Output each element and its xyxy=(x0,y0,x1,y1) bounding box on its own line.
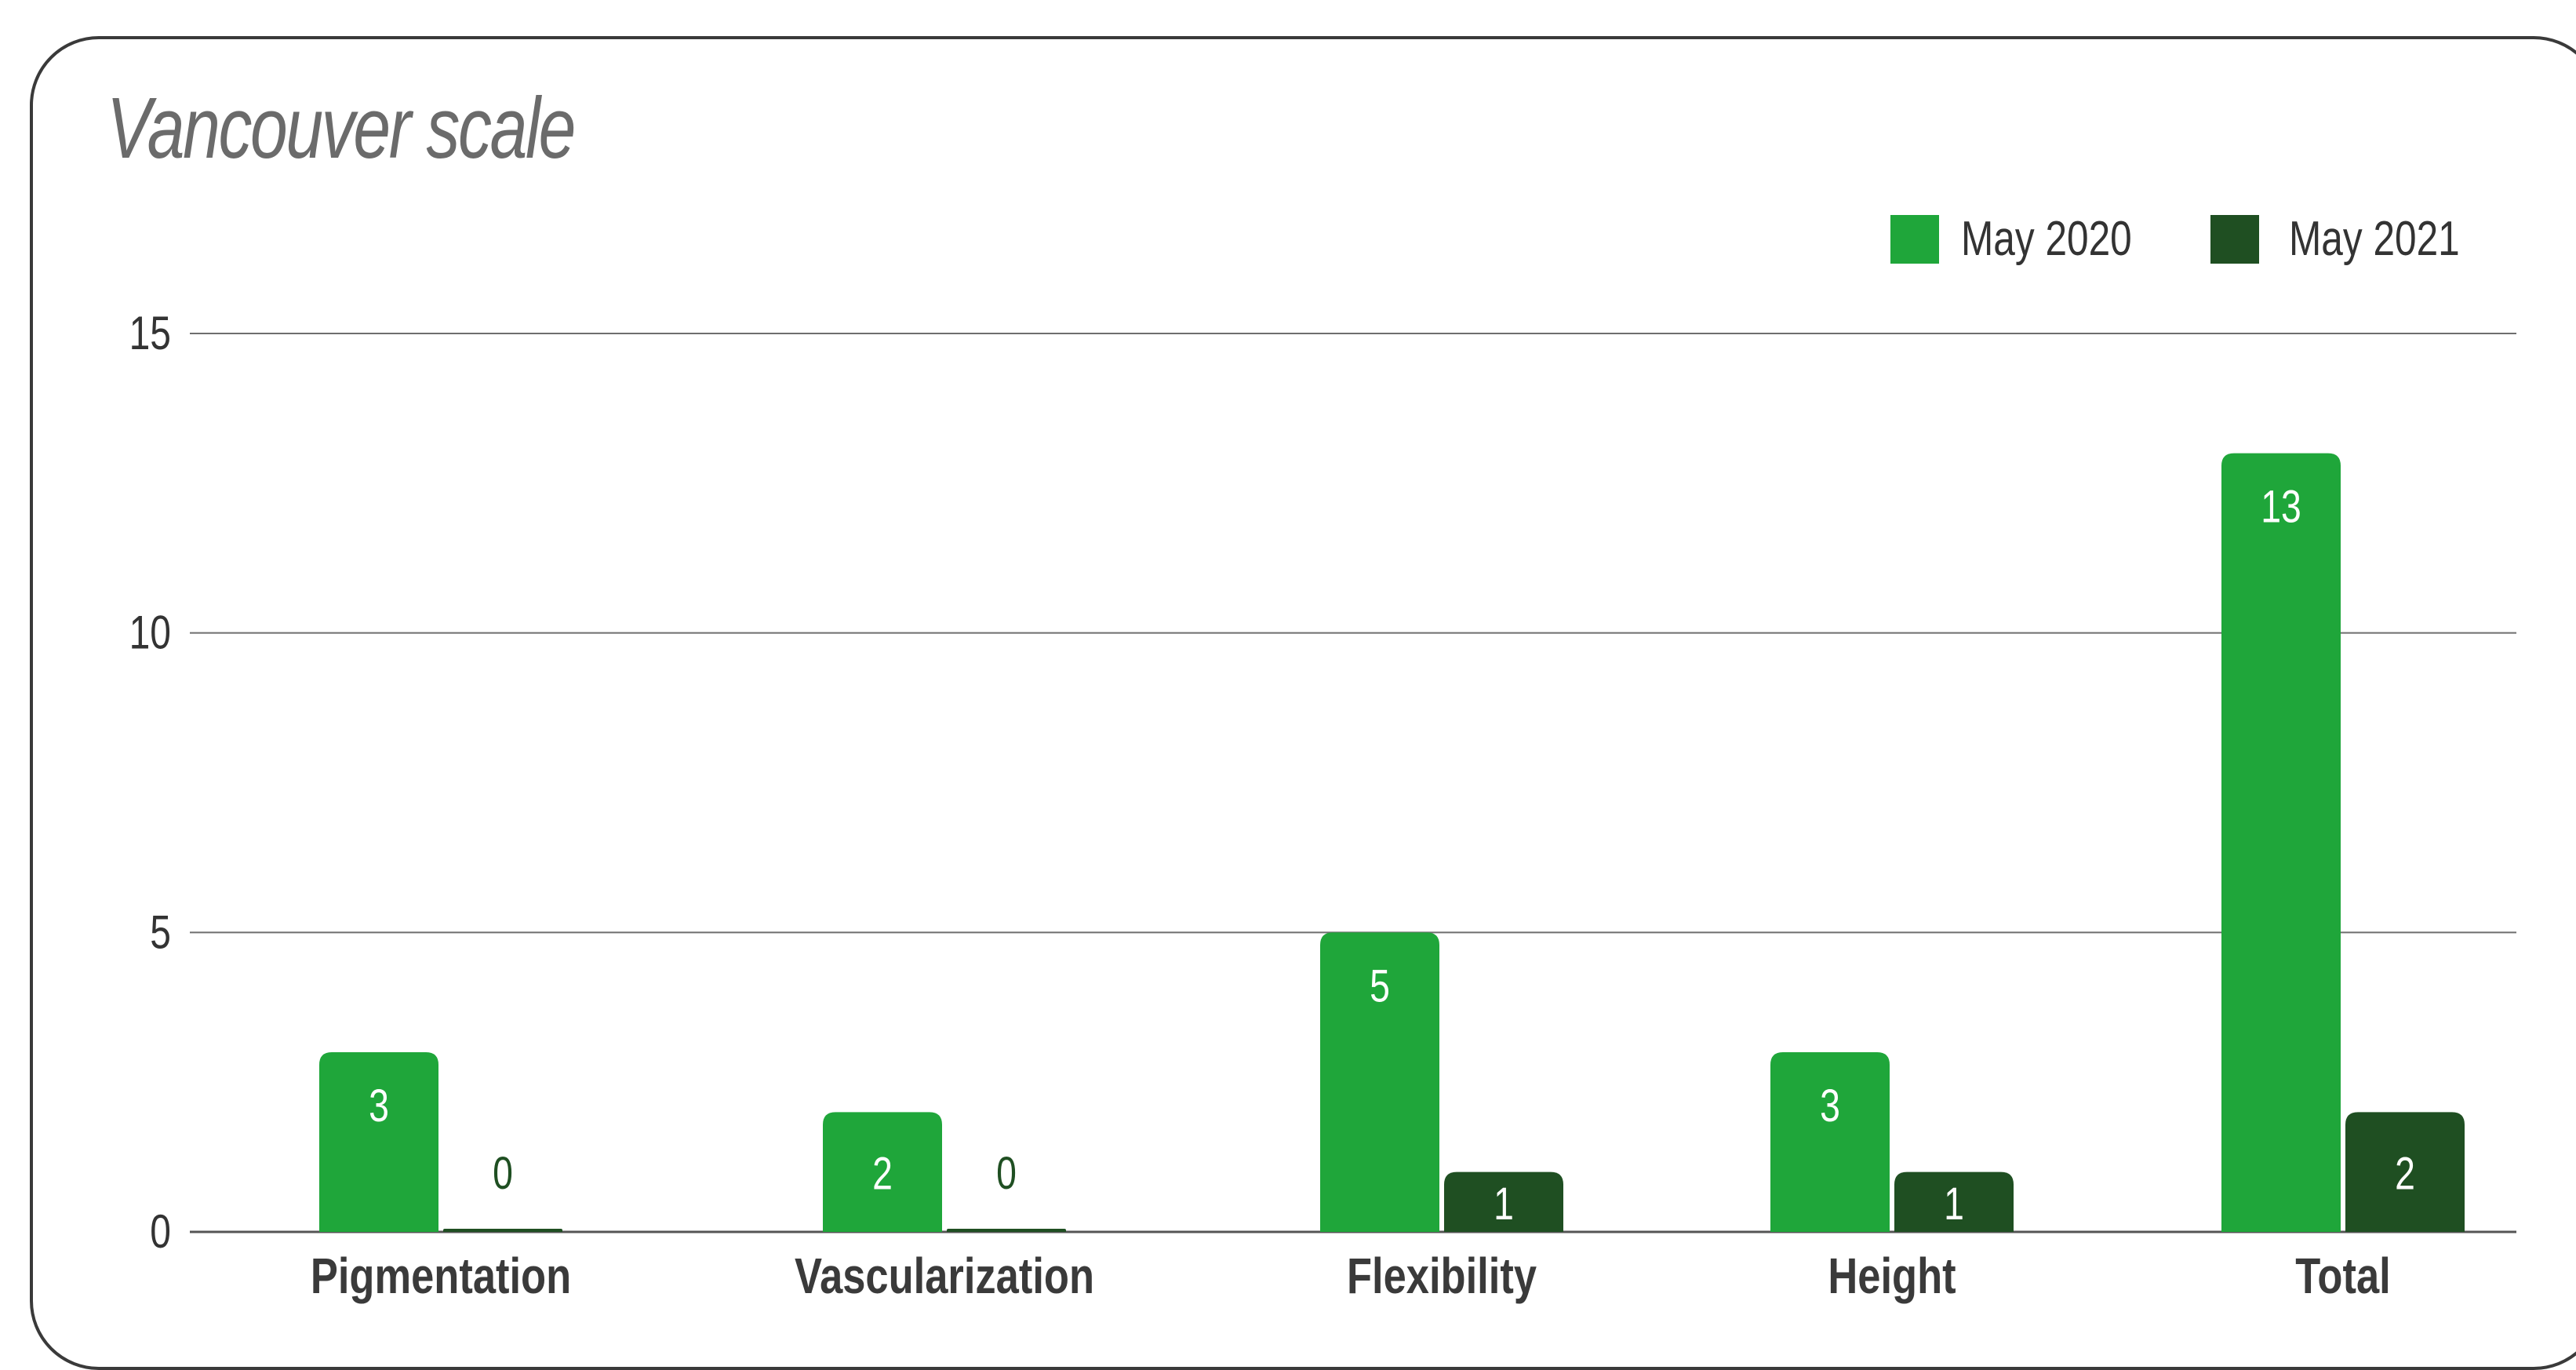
bar-value-label: 0 xyxy=(493,1148,513,1199)
legend-swatch xyxy=(1890,215,1939,264)
bar-value-label: 1 xyxy=(1944,1179,1964,1230)
x-tick-label: Height xyxy=(1828,1248,1956,1304)
bar-value-label: 5 xyxy=(1370,960,1390,1011)
legend-label: May 2020 xyxy=(1961,211,2132,266)
x-tick-label: Total xyxy=(2295,1248,2390,1304)
y-tick-label: 0 xyxy=(150,1205,171,1258)
bar xyxy=(2221,453,2341,1232)
bar xyxy=(1894,1171,2014,1232)
y-tick-label: 5 xyxy=(150,905,171,958)
y-tick-label: 15 xyxy=(129,307,171,359)
bar xyxy=(443,1229,562,1232)
bar xyxy=(1444,1171,1563,1232)
bar xyxy=(947,1229,1066,1232)
bar xyxy=(1770,1052,1890,1232)
x-tick-label: Flexibility xyxy=(1347,1248,1537,1304)
chart-frame xyxy=(30,36,2576,1370)
bar-value-label: 2 xyxy=(2395,1149,2415,1200)
x-tick-label: Vascularization xyxy=(795,1248,1094,1304)
bar xyxy=(1320,932,1439,1232)
bar-value-label: 13 xyxy=(2261,482,2301,533)
bar xyxy=(2345,1112,2465,1232)
bar xyxy=(319,1052,438,1232)
chart-title: Vancouver scale xyxy=(107,80,576,177)
bar-value-label: 2 xyxy=(872,1149,893,1200)
x-tick-label: Pigmentation xyxy=(311,1248,571,1304)
legend-swatch xyxy=(2210,215,2259,264)
bar-value-label: 3 xyxy=(1820,1080,1840,1131)
bar-value-label: 3 xyxy=(369,1080,389,1131)
bar-value-label: 0 xyxy=(996,1148,1017,1199)
bar-value-label: 1 xyxy=(1494,1179,1514,1230)
legend-label: May 2021 xyxy=(2289,211,2460,266)
y-tick-label: 10 xyxy=(129,607,171,659)
bar xyxy=(823,1112,942,1232)
